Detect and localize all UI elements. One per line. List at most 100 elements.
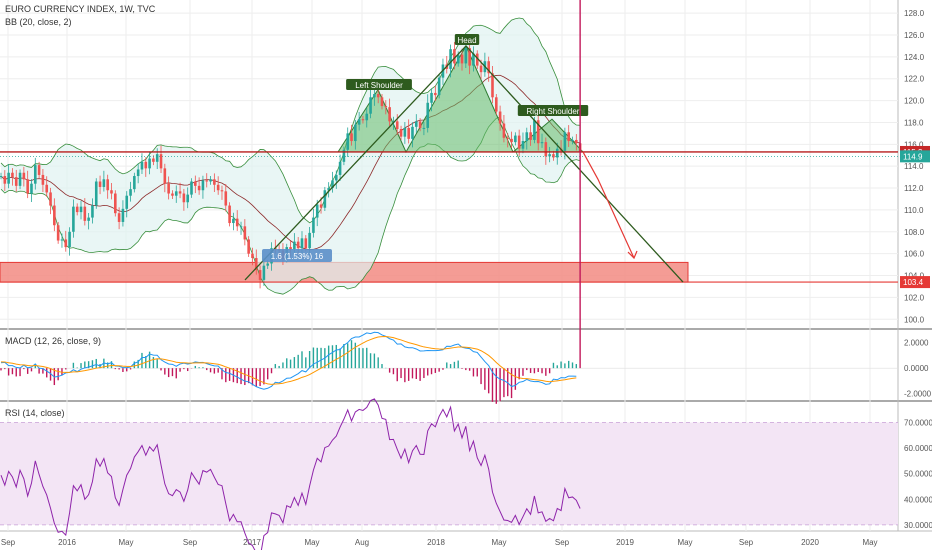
x-tick-label: May (491, 538, 506, 547)
candle-body (262, 265, 266, 280)
macd-tick-label: 2.0000 (904, 339, 929, 348)
target-price-tag-text: 103.4 (903, 278, 924, 287)
candle-body (174, 191, 178, 196)
price-tick-label: 124.0 (904, 53, 925, 62)
rsi-pane: 70.0000 60.0000 50.0000 40.0000 30.0000 (0, 398, 932, 555)
candle-body (49, 192, 52, 206)
candle-body (68, 231, 71, 248)
candle-body (403, 127, 407, 137)
price-tick-label: 120.0 (904, 97, 925, 106)
candle-body (205, 180, 209, 182)
candle-body (22, 172, 26, 180)
candle-body (525, 132, 529, 142)
candle-body (327, 188, 330, 191)
candle-body (426, 102, 430, 128)
rsi-tick-label: 60.0000 (904, 444, 932, 453)
candle-body (422, 127, 426, 129)
candle-body (220, 190, 224, 192)
candle-body (555, 148, 559, 158)
candle-body (384, 106, 388, 108)
right-shoulder-label: Right Shoulder (517, 105, 589, 116)
candle-body (536, 120, 540, 144)
candle-body (186, 194, 189, 203)
chart-title: EURO CURRENCY INDEX, 1W, TVC (5, 4, 156, 14)
candle-body (14, 177, 18, 186)
candle-body (361, 119, 365, 121)
candle-body (533, 120, 536, 140)
candle-body (479, 65, 483, 73)
candle-body (399, 129, 403, 137)
candle-body (376, 94, 380, 98)
candle-body (498, 111, 502, 124)
price-tick-label: 100.0 (904, 315, 925, 324)
candle-body (369, 97, 372, 114)
candle-body (552, 154, 555, 158)
candle-body (502, 123, 506, 138)
candle-body (159, 154, 163, 169)
measure-label: 1.6 (1.53%) 16 (262, 249, 332, 262)
rsi-tick-label: 30.0000 (904, 521, 932, 530)
left-shoulder-label: Left Shoulder (346, 79, 412, 90)
candle-body (453, 49, 456, 64)
rise-trendline (244, 45, 467, 281)
candle-body (247, 239, 250, 254)
candle-body (460, 54, 464, 64)
candle-body (232, 218, 235, 224)
candle-body (331, 180, 334, 189)
candle-body (133, 176, 136, 190)
candle-body (30, 183, 33, 194)
candle-body (395, 121, 399, 130)
x-tick-label: May (677, 538, 692, 547)
candle-body (144, 161, 148, 169)
rsi-band (0, 422, 898, 525)
candle-body (37, 165, 41, 175)
candle-body (209, 179, 212, 182)
candle-body (251, 253, 254, 259)
candle-body (411, 126, 414, 139)
candle-body (437, 77, 441, 96)
candle-body (33, 165, 37, 184)
candle-body (167, 183, 170, 194)
candle-body (18, 172, 22, 186)
projection-arrow (582, 151, 635, 259)
candle-body (224, 191, 228, 206)
candle-body (373, 94, 376, 98)
price-tick-label: 108.0 (904, 228, 925, 237)
candle-body (434, 92, 437, 96)
head-label-box (454, 34, 480, 45)
candle-body (56, 225, 60, 241)
candle-body (121, 208, 125, 222)
target-price-tag: 103.4 (900, 276, 930, 289)
rsi-line (0, 398, 581, 555)
prev-price-tag-box (900, 150, 930, 163)
x-tick-label: 2017 (243, 538, 261, 547)
measure-box (262, 249, 332, 262)
left-shoulder-label-box (346, 79, 412, 90)
head-label-text: Head (457, 36, 476, 45)
candle-body (342, 149, 346, 162)
x-tick-label: 2018 (427, 538, 445, 547)
candle-body (495, 97, 498, 112)
macd-tick-label: -2.0000 (904, 390, 932, 399)
price-tick-label: 116.0 (904, 140, 924, 149)
candle-body (346, 133, 350, 150)
candle-body (407, 127, 410, 139)
candle-body (491, 73, 494, 98)
projection-arrowhead (627, 250, 638, 260)
candle-body (194, 181, 197, 186)
candle-body (7, 172, 10, 184)
candle-body (0, 176, 3, 178)
candle-body (190, 181, 193, 195)
candle-body (300, 238, 304, 249)
candle-body (243, 226, 247, 240)
x-tick-label: 2020 (801, 538, 819, 547)
candle-body (228, 205, 231, 224)
candle-body (125, 195, 129, 209)
left-shoulder-label-text: Left Shoulder (355, 81, 403, 90)
candle-body (540, 142, 544, 144)
rsi-legend: RSI (14, close) (5, 408, 65, 418)
candle-body (312, 217, 315, 233)
candle-body (563, 132, 567, 151)
candle-body (3, 176, 7, 184)
